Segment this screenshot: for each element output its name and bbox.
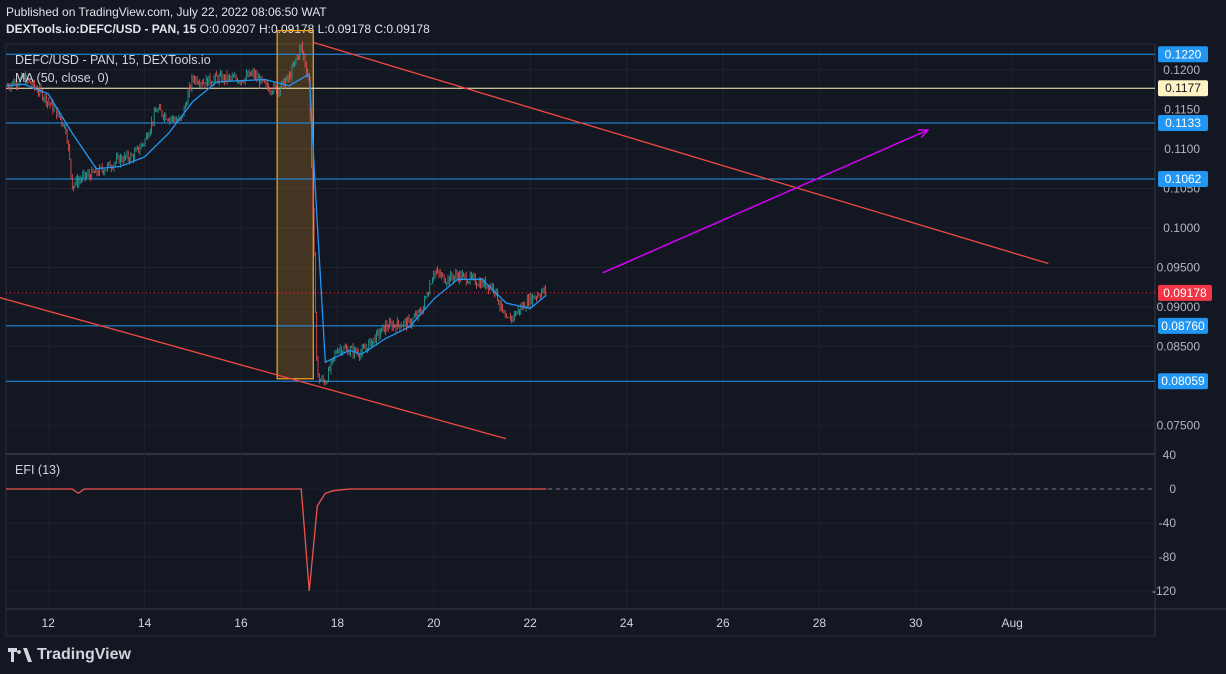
projection-arrow — [602, 129, 929, 274]
x-tick-label: 20 — [427, 616, 441, 630]
level-tag — [1158, 114, 1208, 131]
y-tick-label: 0.1150 — [1164, 103, 1200, 117]
trend-line — [0, 296, 507, 440]
projection-arrow-head — [917, 128, 930, 139]
efi-tick-label: 0 — [1169, 482, 1176, 496]
x-tick-label: 22 — [523, 616, 537, 630]
tradingview-logo-text: TradingView — [37, 646, 131, 663]
level-tag — [1158, 80, 1208, 97]
legend-efi: EFI (13) — [15, 463, 60, 477]
chart-legend: DEFC/USD - PAN, 15, DEXTools.io MA (50, … — [15, 53, 211, 477]
level-tag — [1158, 171, 1208, 188]
efi-line — [6, 488, 547, 592]
level-tag-label: 0.1177 — [1165, 81, 1201, 95]
chart-series — [5, 41, 547, 592]
y-tick-label: 0.08500 — [1157, 339, 1201, 353]
efi-tick-label: -40 — [1159, 516, 1177, 530]
tradingview-logo-icon — [8, 648, 32, 662]
level-tag — [1158, 46, 1208, 63]
level-tag — [1158, 317, 1208, 334]
chart-frame — [5, 43, 1156, 637]
y-tick-label: 0.09500 — [1157, 260, 1201, 274]
ohlc-line: DEXTools.io:DEFC/USD - PAN, 15 O:0.09207… — [6, 22, 430, 36]
y-tick-label: 0.1000 — [1163, 221, 1200, 235]
efi-tick-label: 40 — [1163, 448, 1177, 462]
chart-axes: 12 14 16 18 20 22 24 26 28 30 Aug 0.1200 0.1150 0.110… — [41, 46, 1212, 630]
x-tick-label: 30 — [909, 616, 923, 630]
level-tag — [1158, 373, 1208, 390]
last-price-tag — [1158, 284, 1212, 301]
chart-overlays — [0, 29, 1155, 440]
tradingview-logo: TradingView — [8, 646, 131, 664]
x-tick-label: 14 — [138, 616, 152, 630]
y-tick-label: 0.1100 — [1164, 142, 1200, 156]
ma-line — [5, 72, 547, 364]
level-tag-label: 0.08059 — [1161, 374, 1205, 388]
x-tick-label: 12 — [41, 616, 55, 630]
x-tick-label: 16 — [234, 616, 248, 630]
legend-symbol: DEFC/USD - PAN, 15, DEXTools.io — [15, 53, 211, 67]
published-line: Published on TradingView.com, July 22, 2… — [6, 5, 327, 19]
symbol-line: DEXTools.io:DEFC/USD - PAN, 15 — [6, 22, 197, 36]
level-tag-label: 0.1133 — [1165, 116, 1201, 130]
level-tag-label: 0.1062 — [1165, 172, 1202, 186]
last-price-label: 0.09178 — [1163, 286, 1207, 300]
y-tick-label: 0.09000 — [1157, 300, 1201, 314]
x-tick-label: 28 — [813, 616, 827, 630]
x-tick-label: 24 — [620, 616, 634, 630]
level-tag-label: 0.08760 — [1161, 319, 1205, 333]
trend-line — [313, 41, 1049, 265]
efi-tick-label: -80 — [1159, 550, 1177, 564]
x-tick-label: 18 — [331, 616, 345, 630]
y-tick-label: 0.07500 — [1157, 418, 1201, 432]
x-tick-label: 26 — [716, 616, 730, 630]
level-tag-label: 0.1220 — [1165, 47, 1202, 61]
legend-ma: MA (50, close, 0) — [15, 71, 109, 85]
efi-tick-label: -120 — [1152, 584, 1176, 598]
y-tick-label: 0.1200 — [1163, 63, 1200, 77]
x-tick-label: Aug — [1001, 616, 1022, 630]
ohlc-values: O:0.09207 H:0.09178 L:0.09178 C:0.09178 — [199, 22, 430, 36]
